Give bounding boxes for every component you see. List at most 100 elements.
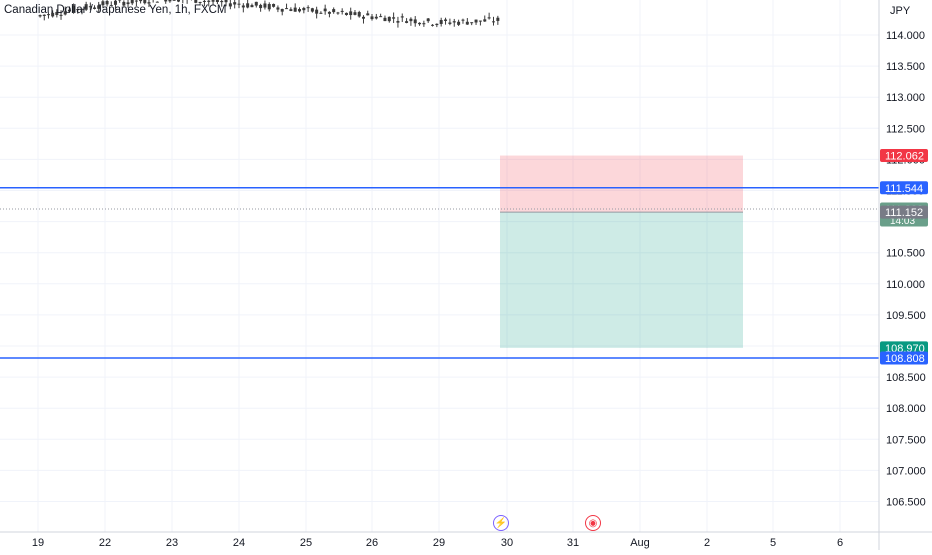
candle-body bbox=[496, 17, 500, 21]
candle-body bbox=[418, 22, 422, 25]
candle-body bbox=[118, 0, 122, 1]
candle-body bbox=[207, 0, 211, 2]
x-tick-label: 2 bbox=[704, 537, 710, 549]
entry-price-label-bg bbox=[880, 205, 928, 219]
take-profit-zone bbox=[500, 212, 743, 348]
time-axis: 19 22 23 24 25 26 29 30 31 Aug 2 5 6 bbox=[32, 537, 843, 549]
candle-body bbox=[59, 14, 63, 16]
candle-body bbox=[237, 3, 241, 5]
candle-body bbox=[298, 9, 302, 12]
candle-body bbox=[491, 21, 495, 23]
lightning-glyph: ⚡ bbox=[494, 517, 508, 529]
candle-body bbox=[67, 9, 71, 12]
candle-body bbox=[38, 15, 42, 17]
candle-body bbox=[109, 5, 113, 7]
candle-body bbox=[315, 9, 319, 14]
entry-price-label: 111.152 bbox=[885, 207, 923, 219]
currency-label[interactable]: JPY bbox=[890, 5, 911, 17]
candle-body bbox=[224, 0, 228, 3]
candle-body bbox=[76, 8, 80, 10]
candle-body bbox=[88, 6, 92, 8]
candle-body bbox=[97, 5, 101, 9]
candle-body bbox=[139, 0, 143, 2]
candle-body bbox=[465, 21, 469, 25]
candle-body bbox=[211, 0, 215, 2]
candle-body bbox=[409, 18, 413, 22]
candle-body bbox=[319, 12, 323, 14]
target-price-label-bg bbox=[880, 341, 928, 355]
candle-body bbox=[113, 0, 117, 5]
candle-body bbox=[246, 3, 250, 8]
candle-body bbox=[387, 16, 391, 22]
candle-body bbox=[310, 8, 314, 12]
candle-body bbox=[361, 16, 365, 19]
candle-body bbox=[379, 16, 383, 18]
candle-body bbox=[357, 12, 361, 17]
candle-body bbox=[396, 21, 400, 23]
x-tick-label: 19 bbox=[32, 537, 44, 549]
candle-body bbox=[405, 21, 409, 23]
candle-body bbox=[155, 1, 159, 3]
stop-price-label: 112.062 bbox=[885, 151, 924, 163]
stop-loss-zone bbox=[500, 155, 743, 213]
candle-body bbox=[122, 1, 126, 6]
candle-body bbox=[276, 7, 280, 10]
candle-body bbox=[168, 0, 172, 2]
candle-body bbox=[220, 0, 224, 3]
candle-body bbox=[470, 22, 474, 24]
candle-body bbox=[293, 7, 297, 12]
grid-lines bbox=[0, 0, 879, 532]
candle-body bbox=[46, 14, 50, 16]
candle-body bbox=[254, 1, 258, 6]
candle-body bbox=[202, 0, 206, 2]
candle-body bbox=[101, 1, 105, 6]
candle-body bbox=[483, 19, 487, 22]
candle-body bbox=[478, 20, 482, 22]
candle-body bbox=[487, 17, 491, 19]
horizontal-levels bbox=[0, 187, 879, 359]
candle-body bbox=[147, 2, 151, 4]
candle-body bbox=[306, 7, 310, 9]
candle-body bbox=[130, 0, 134, 4]
y-tick-label: 107.500 bbox=[886, 434, 926, 446]
candle-body bbox=[474, 19, 478, 23]
x-tick-label: 24 bbox=[233, 537, 245, 549]
x-tick-label: 31 bbox=[567, 537, 579, 549]
candle-body bbox=[263, 3, 267, 8]
candle-body bbox=[267, 4, 271, 10]
candle-body bbox=[289, 9, 293, 11]
candle-body bbox=[172, 0, 176, 1]
candle-body bbox=[302, 7, 306, 11]
candle-body bbox=[392, 17, 396, 19]
candle-body bbox=[413, 19, 417, 24]
candle-body bbox=[439, 20, 443, 24]
candle-body bbox=[80, 8, 84, 10]
candle-body bbox=[422, 23, 426, 25]
candle-body bbox=[400, 16, 404, 18]
candle-body bbox=[461, 19, 465, 21]
lightning-icon[interactable]: ⚡ bbox=[493, 515, 509, 531]
candle-body bbox=[55, 11, 59, 16]
candle-body bbox=[448, 22, 452, 24]
candle-body bbox=[383, 17, 387, 22]
y-tick-label: 107.000 bbox=[886, 465, 926, 477]
candle-body bbox=[194, 0, 198, 3]
candle-body bbox=[353, 12, 357, 15]
candle-body bbox=[215, 0, 219, 3]
candle-body bbox=[176, 0, 180, 2]
candle-body bbox=[72, 5, 76, 13]
price-labels: 112.062111.544111.20214:03111.152108.970… bbox=[880, 149, 928, 365]
candle-body bbox=[340, 10, 344, 12]
price-axis-bg bbox=[879, 0, 932, 550]
candle-body bbox=[272, 3, 276, 7]
candle-body bbox=[426, 18, 430, 22]
record-glyph: ◉ bbox=[588, 517, 598, 529]
candle-body bbox=[374, 16, 378, 19]
current-price-label-countdown: 14:03 bbox=[890, 216, 915, 227]
candle-body bbox=[233, 2, 237, 5]
record-icon[interactable]: ◉ bbox=[585, 515, 601, 531]
level-price-label-bg bbox=[880, 181, 928, 195]
candle-body bbox=[323, 8, 327, 12]
